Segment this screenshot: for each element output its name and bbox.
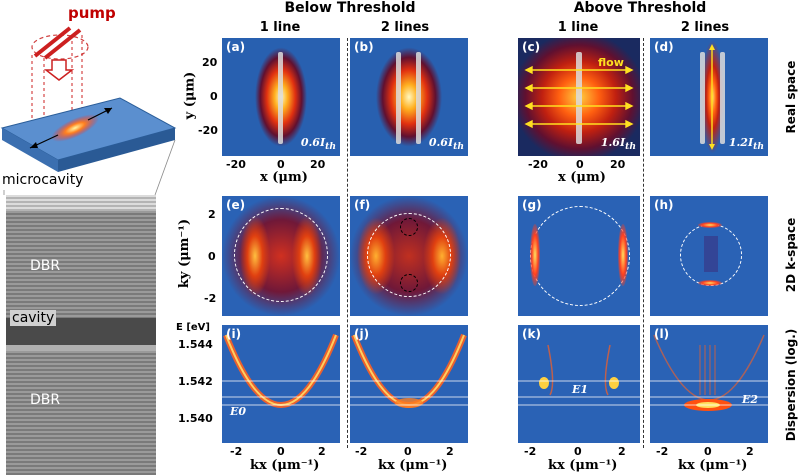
ky-tick-2: 2 [208,208,216,221]
kx-tick-l-m2: -2 [656,445,669,458]
ky-axis-title: ky (μm⁻¹) [177,218,193,289]
y-tick-m20: -20 [198,124,218,137]
ky-tick-0: 0 [208,250,216,263]
panel-f: (f) [350,196,468,316]
panel-label-e: (e) [226,198,246,212]
energy-label-e1: E1 [572,383,589,396]
kx-tick-i-m2: -2 [230,445,243,458]
e-tick-1542: 1.542 [178,375,213,388]
e-tick-1544: 1.544 [178,338,213,351]
dbr-bottom-label: DBR [30,392,61,408]
panel-d: (d) 1.2Ith [650,38,768,156]
row-title-real-space: Real space [784,60,798,134]
microcavity-label: microcavity [2,172,84,188]
separator-above [643,38,644,448]
row-title-dispersion: Dispersion (log.) [784,328,798,442]
panel-a: (a) 0.6Ith [222,38,340,156]
pump-label: pump [68,4,116,22]
kx-axis-title-k: kx (μm⁻¹) [548,458,618,473]
kx-tick-k-m2: -2 [524,445,537,458]
flow-label: flow [598,56,624,69]
panel-k: (k) E1 [518,325,640,443]
sem-image [6,195,156,475]
dispersion-j [350,333,468,408]
panel-label-g: (g) [522,198,542,212]
panel-j: (j) [350,325,468,443]
panel-label-k: (k) [522,327,541,341]
kx-tick-k-0: 0 [574,445,582,458]
vertical-flow-arrow [709,44,715,150]
slab-front [2,128,58,172]
panel-label-h: (h) [654,198,674,212]
panel-label-a: (a) [226,40,246,54]
panel-i: (i) E0 [222,325,340,443]
row-title-k-space: 2D k-space [784,217,798,293]
energy-label-e2: E2 [742,393,759,406]
energy-label-e0: E0 [230,405,247,418]
panel-label-c: (c) [522,40,541,54]
dispersion-l [650,334,768,411]
kx-tick-j-2: 2 [446,445,454,458]
x-axis-title-a: x (μm) [260,170,308,185]
cavity-label: cavity [10,310,57,326]
power-label-b: 0.6Ith [428,135,464,152]
pump-spot-ellipse [31,34,89,60]
kx-tick-i-0: 0 [277,445,285,458]
panel-label-j: (j) [354,327,370,341]
kx-tick-k-2: 2 [618,445,626,458]
x-tick-a-20: 20 [310,158,326,171]
kx-tick-j-0: 0 [404,445,412,458]
kx-tick-j-m2: -2 [355,445,368,458]
kx-tick-i-2: 2 [318,445,326,458]
power-label-c: 1.6Ith [600,135,636,152]
x-tick-c-20: 20 [610,158,626,171]
dispersion-k [518,344,640,406]
power-label-a: 0.6Ith [300,135,336,152]
e-tick-1540: 1.540 [178,412,213,425]
x-tick-a-m20: -20 [226,158,246,171]
down-arrow-icon [43,59,75,81]
slab-side [58,128,175,172]
panel-g: (g) [518,196,640,316]
kx-tick-l-0: 0 [704,445,712,458]
col-title-a: 1 line [259,20,301,35]
panel-label-i: (i) [226,327,242,341]
panel-h: (h) [650,196,768,316]
schematic-svg [0,26,177,196]
x-tick-c-m20: -20 [528,158,548,171]
col-title-d: 2 lines [680,20,730,35]
dbr-top-label: DBR [30,258,61,274]
col-title-c: 1 line [557,20,599,35]
flow-arrows [524,65,634,129]
dispersion-i [222,333,340,408]
pump-line-2 [43,28,82,60]
panel-label-f: (f) [354,198,371,212]
kx-tick-l-2: 2 [746,445,754,458]
x-tick-a-0: 0 [277,158,285,171]
y-axis-title: y (μm) [182,71,198,120]
x-axis-title-c: x (μm) [558,170,606,185]
pump-line-1 [33,26,72,58]
y-tick-0: 0 [210,90,218,103]
panel-c: flow (c) 1.6Ith [518,38,640,156]
kx-axis-title-j: kx (μm⁻¹) [378,458,448,473]
col-title-b: 2 lines [380,20,430,35]
separator-below [347,38,348,448]
y-tick-20: 20 [202,56,218,69]
power-label-d: 1.2Ith [728,135,764,152]
panel-e: (e) [222,196,340,316]
x-tick-c-0: 0 [576,158,584,171]
kx-axis-title-i: kx (μm⁻¹) [250,458,320,473]
panel-l: (l) E2 [650,325,768,443]
below-threshold-header: Below Threshold [284,0,416,16]
kx-axis-title-l: kx (μm⁻¹) [678,458,748,473]
ky-tick-m2: -2 [204,292,217,305]
emission-glow [51,114,99,142]
e-axis-title: E [eV] [176,322,210,333]
panel-label-b: (b) [354,40,374,54]
panel-b: (b) 0.6Ith [350,38,468,156]
panel-label-d: (d) [654,40,674,54]
above-threshold-header: Above Threshold [573,0,707,16]
panel-label-l: (l) [654,327,670,341]
